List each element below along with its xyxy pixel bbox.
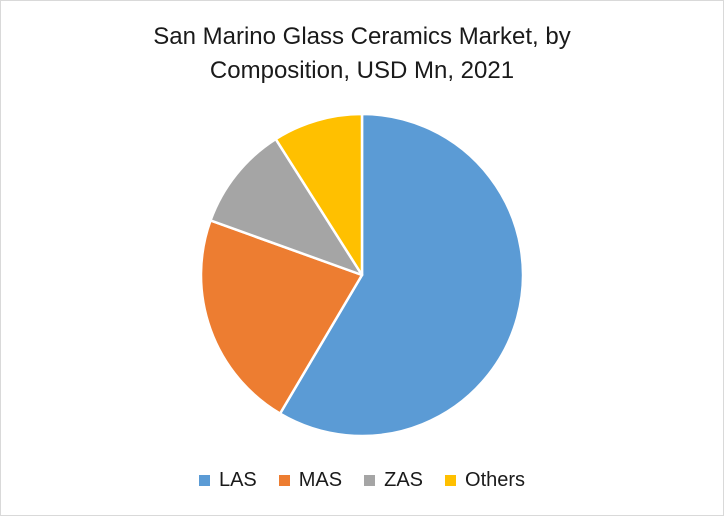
chart-title-line-2: Composition, USD Mn, 2021 [209, 57, 515, 84]
legend-label-mas: MAS [298, 469, 343, 491]
pie-slice-others [274, 112, 364, 277]
legend-label-zas: ZAS [384, 469, 424, 491]
legend-swatch-zas [364, 474, 376, 486]
legend-label-las: LAS [218, 469, 257, 491]
legend-item-mas: MAS [278, 466, 343, 494]
legend-swatch-others [445, 474, 457, 486]
pie-slice-las [278, 112, 525, 438]
legend-swatch-las [198, 474, 210, 486]
legend-label-others: Others [465, 469, 526, 491]
legend: LAS MAS ZAS Others [0, 466, 724, 494]
legend-item-others: Others [445, 466, 525, 494]
legend-swatch-mas [278, 474, 290, 486]
pie-slice-mas [199, 219, 364, 415]
legend-item-zas: ZAS [364, 466, 423, 494]
pie-slice-zas [209, 137, 364, 277]
legend-item-las: LAS [198, 466, 257, 494]
chart-title-line-1: San Marino Glass Ceramics Market, by [153, 23, 571, 50]
